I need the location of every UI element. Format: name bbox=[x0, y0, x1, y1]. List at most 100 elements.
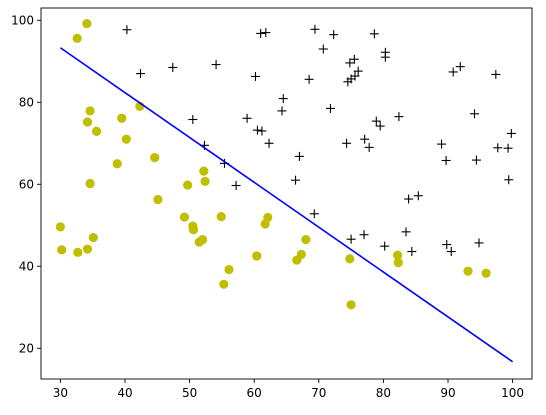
x-tick-label: 60 bbox=[247, 386, 262, 400]
data-point-plus bbox=[329, 30, 339, 40]
data-point-circle bbox=[57, 245, 67, 255]
data-point-circle bbox=[73, 247, 83, 257]
data-point-circle bbox=[260, 219, 270, 229]
data-point-plus bbox=[380, 241, 390, 251]
data-point-plus bbox=[257, 126, 267, 136]
data-point-circle bbox=[85, 178, 95, 189]
data-point-plus bbox=[353, 66, 363, 76]
x-tick-label: 30 bbox=[53, 386, 68, 400]
data-point-plus bbox=[250, 71, 260, 81]
data-point-circle bbox=[183, 180, 193, 190]
data-point-plus bbox=[359, 230, 369, 240]
data-point-circle bbox=[194, 237, 204, 247]
y-tick-label: 80 bbox=[19, 95, 34, 109]
data-point-circle bbox=[88, 232, 98, 243]
data-point-circle bbox=[121, 134, 131, 144]
data-point-plus bbox=[364, 142, 374, 152]
data-point-plus bbox=[309, 209, 319, 219]
data-point-plus bbox=[342, 138, 352, 148]
data-point-plus bbox=[345, 58, 355, 68]
data-point-plus bbox=[188, 115, 198, 125]
data-point-plus bbox=[394, 112, 404, 122]
x-tick-label: 50 bbox=[182, 386, 197, 400]
data-point-plus bbox=[350, 71, 360, 81]
data-point-plus bbox=[325, 103, 335, 113]
data-point-plus bbox=[291, 175, 301, 185]
data-point-plus bbox=[470, 109, 480, 119]
data-point-circle bbox=[55, 222, 65, 232]
data-point-plus bbox=[360, 134, 370, 144]
data-point-circle bbox=[112, 159, 122, 169]
data-point-plus bbox=[401, 227, 411, 237]
data-point-plus bbox=[252, 125, 262, 135]
data-point-circle bbox=[216, 212, 226, 222]
data-point-circle bbox=[72, 33, 82, 43]
data-point-circle bbox=[252, 251, 262, 261]
data-point-plus bbox=[493, 143, 503, 153]
data-point-plus bbox=[413, 191, 423, 201]
y-tick-label: 40 bbox=[19, 259, 34, 273]
data-point-circle bbox=[393, 257, 403, 268]
data-point-plus bbox=[369, 29, 379, 39]
data-point-plus bbox=[375, 121, 385, 131]
data-point-plus bbox=[503, 143, 513, 153]
decision-boundary-line bbox=[59, 47, 514, 363]
data-point-circle bbox=[82, 18, 92, 29]
data-point-circle bbox=[179, 212, 190, 222]
data-point-plus bbox=[294, 151, 304, 161]
data-point-circle bbox=[199, 166, 209, 176]
x-tick-label: 70 bbox=[311, 386, 326, 400]
y-tick-label: 20 bbox=[19, 341, 34, 355]
data-point-plus bbox=[504, 175, 514, 185]
data-point-circle bbox=[219, 279, 229, 289]
data-point-plus bbox=[448, 67, 458, 77]
data-point-circle bbox=[82, 117, 93, 127]
data-point-plus bbox=[211, 60, 221, 70]
data-point-plus bbox=[455, 62, 465, 72]
data-point-circle bbox=[301, 235, 311, 245]
data-point-circle bbox=[117, 113, 127, 123]
data-point-plus bbox=[491, 69, 501, 79]
data-point-circle bbox=[393, 250, 403, 260]
data-point-plus bbox=[242, 113, 252, 123]
plot-frame bbox=[40, 7, 533, 380]
data-point-plus bbox=[264, 138, 274, 148]
data-point-plus bbox=[318, 44, 328, 54]
data-point-plus bbox=[446, 247, 456, 257]
data-point-circle bbox=[85, 106, 95, 116]
data-point-plus bbox=[407, 247, 417, 257]
data-point-circle bbox=[150, 153, 160, 163]
data-point-circle bbox=[153, 194, 163, 205]
data-point-plus bbox=[278, 94, 288, 104]
y-tick-label: 100 bbox=[11, 13, 34, 27]
x-tick-label: 100 bbox=[501, 386, 524, 400]
data-point-plus bbox=[371, 116, 381, 126]
data-point-circle bbox=[200, 176, 210, 187]
data-point-circle bbox=[481, 268, 491, 278]
data-point-plus bbox=[506, 128, 516, 138]
data-point-plus bbox=[349, 54, 359, 64]
x-tick-label: 80 bbox=[376, 386, 391, 400]
data-point-plus bbox=[474, 238, 484, 248]
data-point-plus bbox=[442, 240, 452, 250]
y-tick-label: 60 bbox=[19, 177, 34, 191]
data-point-circle bbox=[345, 254, 355, 264]
data-point-plus bbox=[441, 155, 451, 165]
data-point-plus bbox=[304, 74, 314, 84]
data-point-plus bbox=[135, 69, 145, 79]
data-point-plus bbox=[346, 234, 356, 244]
x-tick-label: 40 bbox=[117, 386, 132, 400]
data-point-plus bbox=[277, 106, 287, 116]
data-point-plus bbox=[256, 28, 266, 38]
data-point-plus bbox=[404, 194, 414, 204]
data-point-circle bbox=[91, 126, 102, 136]
data-point-circle bbox=[224, 264, 234, 275]
data-point-circle bbox=[82, 244, 93, 254]
data-point-circle bbox=[346, 300, 356, 310]
data-point-circle bbox=[463, 266, 473, 276]
data-point-circle bbox=[188, 225, 199, 235]
data-point-plus bbox=[122, 25, 132, 35]
data-point-circle bbox=[292, 255, 302, 265]
